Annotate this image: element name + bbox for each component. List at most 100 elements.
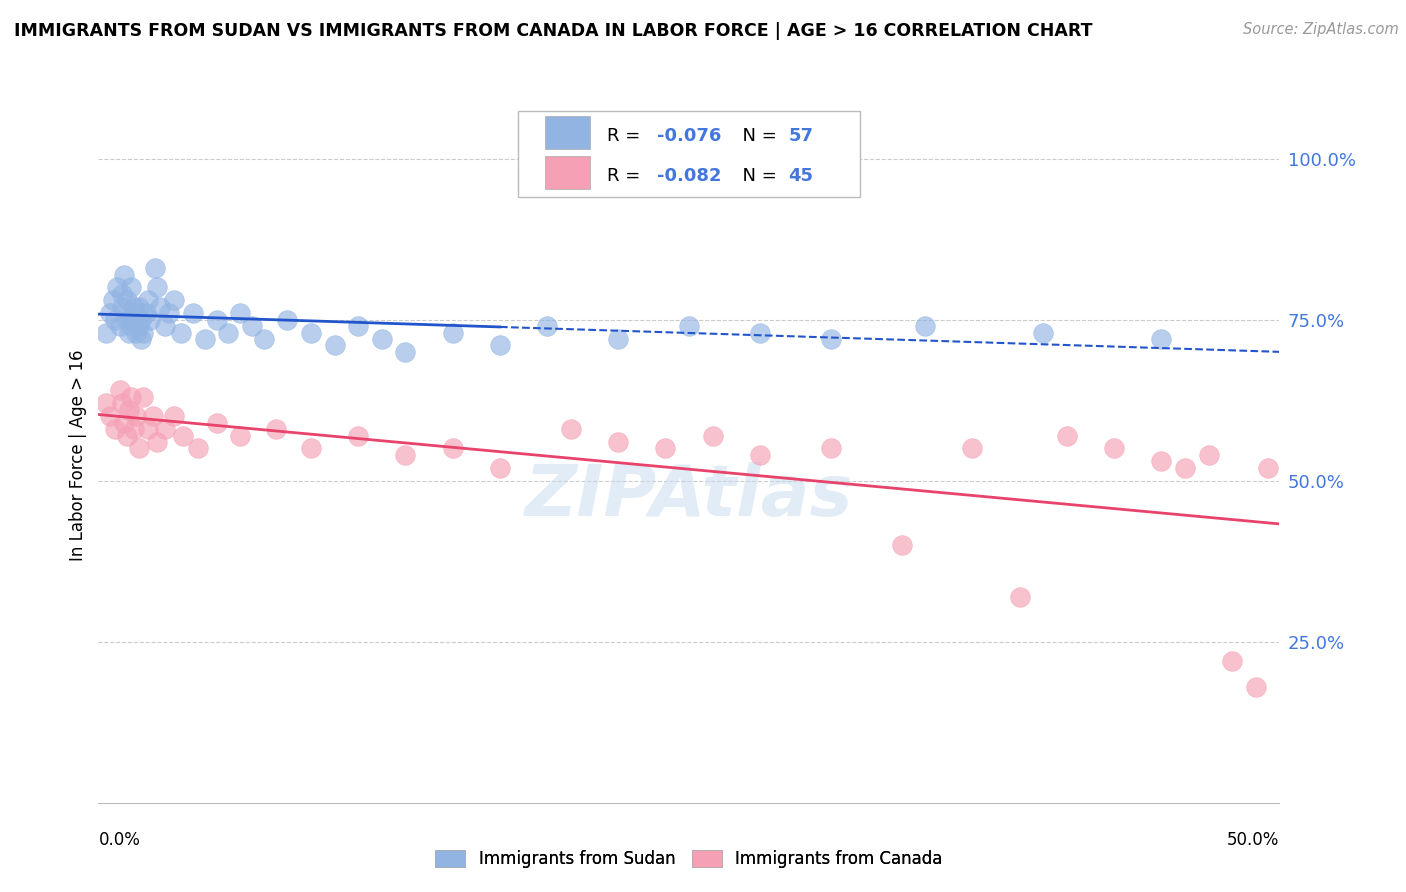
Point bbox=[118, 402, 141, 417]
Point bbox=[129, 312, 152, 326]
Point bbox=[98, 306, 121, 320]
Point bbox=[143, 261, 166, 276]
Point bbox=[264, 422, 287, 436]
Bar bbox=[546, 155, 589, 189]
Point bbox=[139, 312, 162, 326]
Point bbox=[122, 300, 145, 314]
Point bbox=[146, 280, 169, 294]
Point bbox=[205, 416, 228, 430]
Text: 0.0%: 0.0% bbox=[98, 830, 141, 848]
Point bbox=[135, 306, 157, 320]
Point bbox=[441, 442, 464, 456]
Point bbox=[163, 409, 186, 424]
Point bbox=[1032, 326, 1054, 340]
Point bbox=[118, 326, 141, 340]
Point bbox=[146, 435, 169, 450]
Point bbox=[962, 442, 984, 456]
Point bbox=[136, 293, 159, 308]
Point bbox=[153, 319, 176, 334]
Point bbox=[229, 428, 252, 442]
Point bbox=[607, 332, 630, 346]
Text: ZIPAtlas: ZIPAtlas bbox=[524, 462, 853, 531]
Point bbox=[108, 319, 131, 334]
Point bbox=[142, 409, 165, 424]
Point bbox=[132, 326, 155, 340]
Point bbox=[205, 312, 228, 326]
Point bbox=[172, 428, 194, 442]
Point bbox=[122, 312, 145, 326]
Point bbox=[94, 396, 117, 410]
Text: 57: 57 bbox=[789, 128, 813, 145]
Text: N =: N = bbox=[731, 168, 783, 186]
Point bbox=[217, 326, 239, 340]
Point bbox=[323, 338, 346, 352]
Point bbox=[394, 344, 416, 359]
Point bbox=[890, 538, 912, 552]
Point bbox=[115, 312, 138, 326]
Point bbox=[136, 422, 159, 436]
Point bbox=[1257, 460, 1279, 475]
Point bbox=[153, 422, 176, 436]
Point bbox=[157, 306, 180, 320]
Point bbox=[121, 319, 143, 334]
Point bbox=[108, 384, 131, 398]
Point bbox=[170, 326, 193, 340]
Point bbox=[1008, 590, 1031, 604]
Point bbox=[128, 300, 150, 314]
Point bbox=[240, 319, 263, 334]
FancyBboxPatch shape bbox=[517, 111, 860, 197]
Point bbox=[111, 286, 134, 301]
Text: -0.082: -0.082 bbox=[657, 168, 721, 186]
Point bbox=[187, 442, 209, 456]
Point bbox=[489, 338, 512, 352]
Point bbox=[125, 409, 148, 424]
Point bbox=[820, 442, 842, 456]
Point bbox=[121, 280, 143, 294]
Point bbox=[94, 326, 117, 340]
Point bbox=[181, 306, 204, 320]
Point bbox=[1102, 442, 1125, 456]
Point bbox=[347, 319, 370, 334]
Point bbox=[748, 448, 770, 462]
Text: N =: N = bbox=[731, 128, 783, 145]
Point bbox=[1150, 454, 1173, 468]
Text: R =: R = bbox=[607, 168, 647, 186]
Point bbox=[394, 448, 416, 462]
Point bbox=[125, 306, 148, 320]
Point bbox=[1174, 460, 1197, 475]
Point bbox=[1150, 332, 1173, 346]
Point bbox=[98, 409, 121, 424]
Point bbox=[654, 442, 676, 456]
Point bbox=[1220, 654, 1243, 668]
Point bbox=[163, 293, 186, 308]
Legend: Immigrants from Sudan, Immigrants from Canada: Immigrants from Sudan, Immigrants from C… bbox=[429, 843, 949, 874]
Point bbox=[118, 306, 141, 320]
Point bbox=[132, 390, 155, 404]
Point bbox=[820, 332, 842, 346]
Text: R =: R = bbox=[607, 128, 647, 145]
Text: -0.076: -0.076 bbox=[657, 128, 721, 145]
Point bbox=[702, 428, 724, 442]
Point bbox=[194, 332, 217, 346]
Point bbox=[104, 422, 127, 436]
Point bbox=[560, 422, 582, 436]
Point bbox=[128, 442, 150, 456]
Point bbox=[125, 326, 148, 340]
Point bbox=[1056, 428, 1078, 442]
Point bbox=[678, 319, 700, 334]
Text: 50.0%: 50.0% bbox=[1227, 830, 1279, 848]
Point bbox=[347, 428, 370, 442]
Point bbox=[914, 319, 936, 334]
Text: Source: ZipAtlas.com: Source: ZipAtlas.com bbox=[1243, 22, 1399, 37]
Y-axis label: In Labor Force | Age > 16: In Labor Force | Age > 16 bbox=[69, 349, 87, 561]
Point bbox=[371, 332, 394, 346]
Point bbox=[748, 326, 770, 340]
Point bbox=[1198, 448, 1220, 462]
Point bbox=[607, 435, 630, 450]
Point bbox=[104, 312, 127, 326]
Point bbox=[1244, 680, 1267, 694]
Point bbox=[229, 306, 252, 320]
Bar bbox=[546, 116, 589, 149]
Point bbox=[121, 390, 143, 404]
Point bbox=[112, 268, 135, 282]
